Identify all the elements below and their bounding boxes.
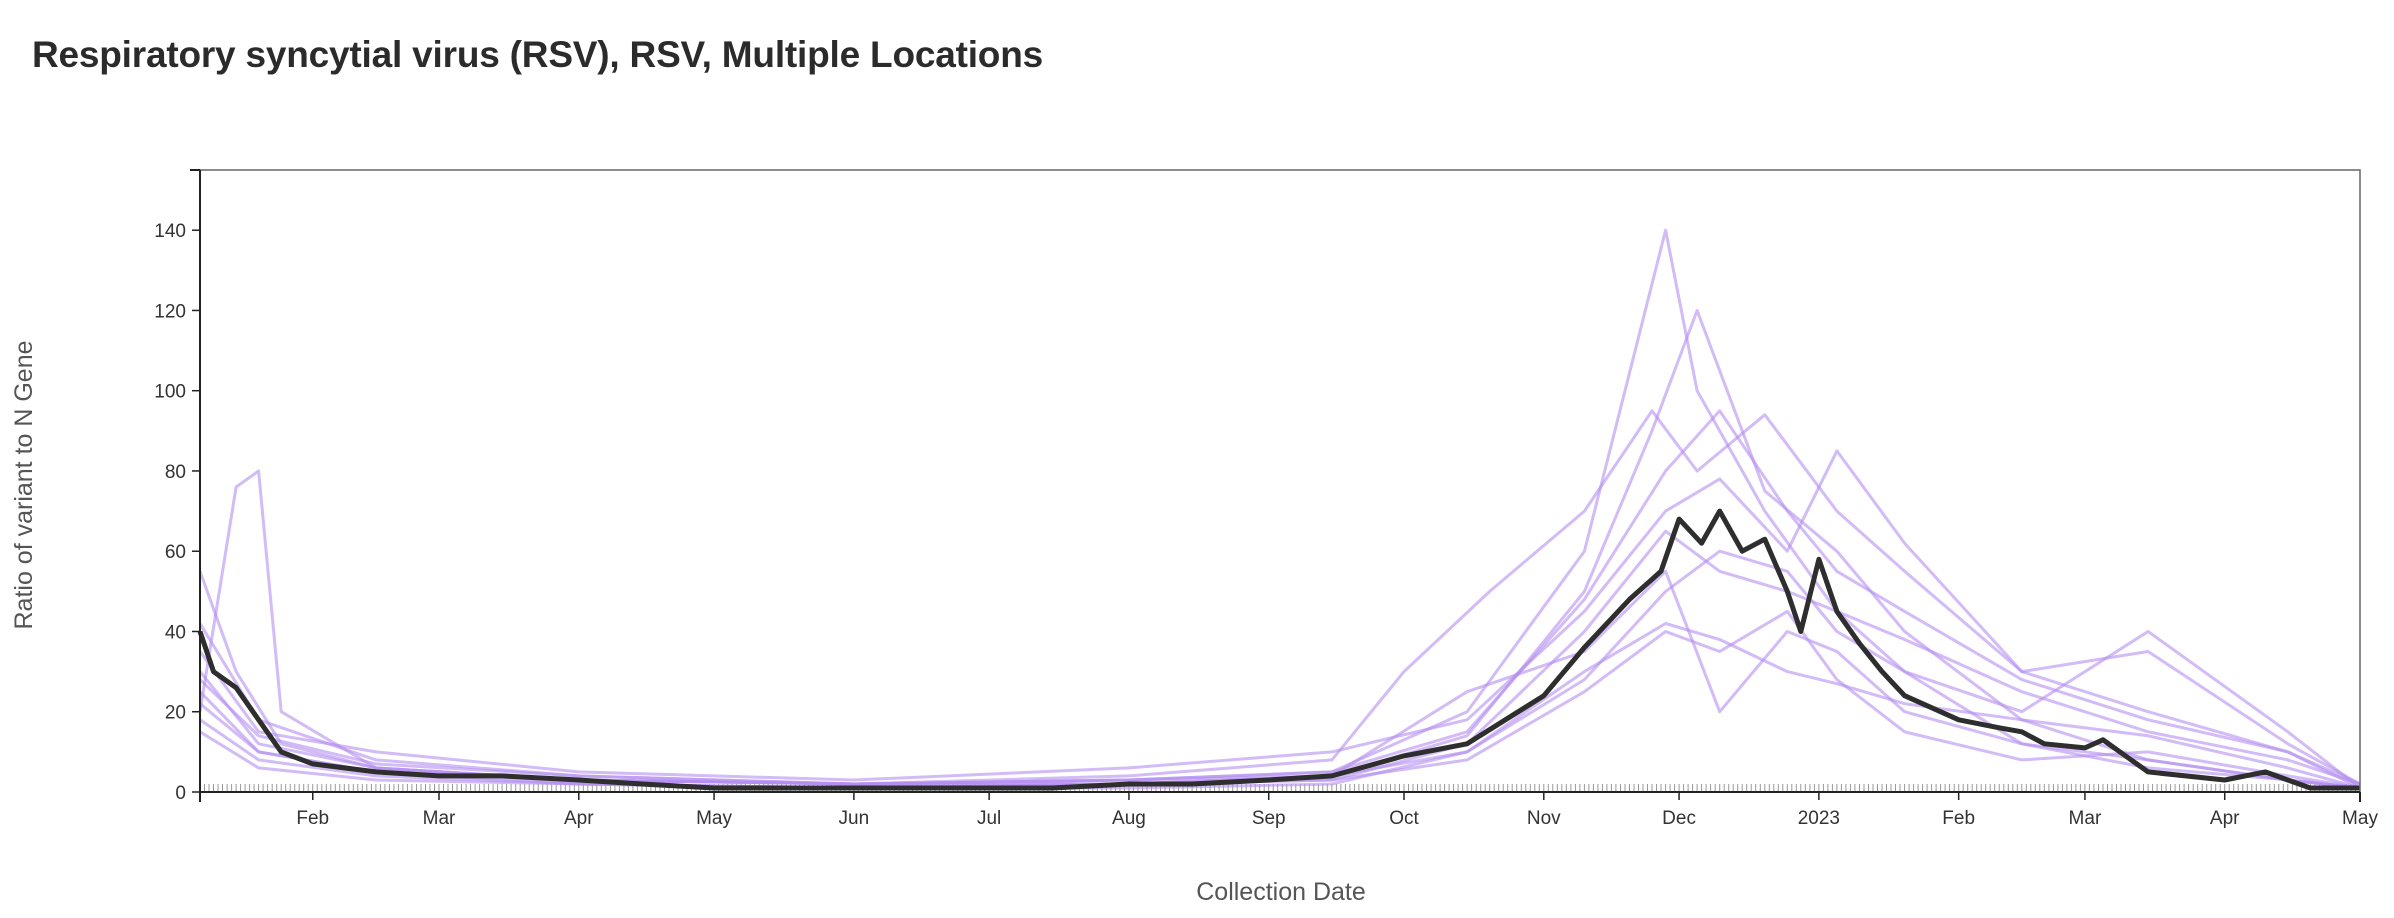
x-tick-label: Feb: [1942, 808, 1975, 829]
x-tick-label: Oct: [1389, 808, 1419, 829]
x-tick-label: Apr: [2210, 808, 2240, 829]
plot-frame: [200, 169, 2361, 792]
x-tick-label: Sep: [1252, 808, 1286, 829]
x-tick-label: Aug: [1112, 808, 1146, 829]
x-tick-label: Dec: [1662, 808, 1696, 829]
x-tick-label: Mar: [2069, 808, 2102, 829]
x-tick-label: Jul: [977, 808, 1001, 829]
y-tick-label: 40: [165, 622, 186, 643]
location-series-line: [198, 409, 2361, 786]
y-tick-label: 0: [175, 783, 186, 804]
x-tick-label: Mar: [423, 808, 456, 829]
location-series-line: [198, 309, 2361, 790]
y-axis-title: Ratio of variant to N Gene: [10, 340, 38, 629]
location-series-group: [198, 228, 2361, 790]
aggregate-series-group: [197, 508, 2360, 791]
location-series-line: [199, 609, 2361, 790]
x-tick-label: May: [696, 808, 732, 829]
y-tick-label: 140: [154, 221, 186, 242]
y-tick-label: 100: [154, 382, 186, 403]
location-series-line: [199, 549, 2361, 790]
x-tick-label: 2023: [1798, 808, 1840, 829]
location-series-line: [198, 409, 2361, 790]
x-axis-title: Collection Date: [1196, 878, 1366, 906]
location-series-line: [198, 449, 2361, 786]
x-tick-label: May: [2342, 808, 2378, 829]
y-tick-label: 80: [165, 462, 186, 483]
x-tick-label: Jun: [839, 808, 870, 829]
x-tick-label: Feb: [296, 808, 329, 829]
x-tick-label: Apr: [564, 808, 594, 829]
y-tick-label: 60: [165, 542, 186, 563]
y-tick-label: 120: [154, 301, 186, 322]
y-tick-label: 20: [165, 703, 186, 724]
axes-group: 0 20 40 60 80 100 120 140 Feb Mar Apr May Jun Jul Aug S…: [154, 169, 2378, 829]
aggregate-series-line: [197, 508, 2360, 791]
chart-title: Respiratory syncytial virus (RSV), RSV, …: [32, 34, 1043, 75]
x-tick-label: Nov: [1527, 808, 1561, 829]
